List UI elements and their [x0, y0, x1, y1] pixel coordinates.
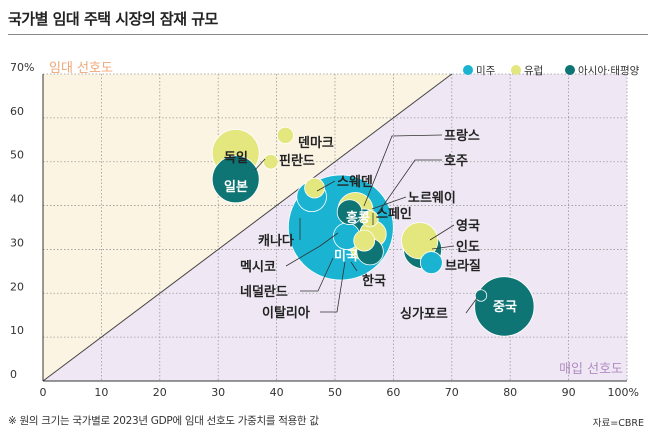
y-tick-label: 70% — [10, 61, 34, 74]
label-leader-line — [350, 261, 358, 272]
y-tick-label: 60 — [10, 105, 24, 118]
point-label: 독일 — [224, 151, 248, 166]
label-leader-line — [371, 196, 407, 210]
y-tick-label: 40 — [10, 193, 24, 206]
bubble — [304, 177, 325, 199]
label-leader-line — [465, 297, 478, 314]
label-leader-line — [285, 232, 339, 267]
y-tick-label: 50 — [10, 149, 24, 162]
label-leader-line — [431, 245, 455, 250]
label-leader-line — [429, 224, 455, 241]
footnote: ※ 원의 크기는 국가별로 2023년 GDP에 임대 선호도 가중치를 적용한… — [8, 415, 319, 427]
legend-swatch — [511, 65, 521, 75]
x-tick-label: 60 — [386, 386, 400, 399]
point-label: 스웨덴 — [337, 174, 373, 190]
x-tick-label: 10 — [94, 386, 108, 399]
bubble — [353, 229, 376, 252]
label-leader-line — [320, 261, 346, 313]
point-label: 캐나다 — [258, 233, 294, 249]
legend-label: 아시아·태평양 — [578, 65, 640, 77]
x-tick-label: 0 — [40, 386, 47, 399]
x-tick-label: 40 — [270, 386, 284, 399]
purchase-zone-label: 매입 선호도 — [559, 362, 623, 377]
y-tick-label: 20 — [10, 280, 24, 293]
preference-diagonal — [42, 73, 453, 382]
point-label: 미국 — [334, 248, 358, 264]
y-tick-label: 30 — [10, 236, 24, 249]
point-label: 이탈리아 — [262, 305, 310, 321]
point-label: 프랑스 — [444, 129, 480, 144]
point-label: 멕시코 — [240, 259, 276, 275]
source-credit: 자료=CBRE — [592, 418, 644, 429]
bubble — [474, 276, 535, 337]
x-tick-label: 20 — [153, 386, 167, 399]
x-tick-label: 70 — [445, 386, 459, 399]
x-tick-label: 100% — [608, 386, 639, 399]
label-leader-line — [254, 158, 266, 171]
bubble-chart: 0 10 20 30 40 50 60 70 80 90 100%010203040506070% … — [10, 61, 640, 399]
bubble — [276, 126, 294, 144]
legend-swatch — [565, 65, 575, 75]
bubble — [419, 251, 443, 274]
label-leader-line — [316, 180, 336, 192]
y-tick-label: 10 — [10, 324, 24, 337]
point-label: 스페인 — [376, 206, 412, 222]
point-label: 노르웨이 — [408, 190, 456, 206]
point-label: 일본 — [224, 180, 248, 195]
x-tick-label: 90 — [562, 386, 576, 399]
bubble — [336, 199, 363, 225]
bubble — [474, 289, 488, 302]
label-leader-line — [363, 134, 443, 207]
rental-zone-label: 임대 선호도 — [49, 61, 113, 76]
point-label: 한국 — [362, 273, 386, 289]
label-leader-line — [377, 159, 442, 214]
bubble — [401, 222, 439, 260]
x-tick-label: 50 — [328, 386, 342, 399]
point-label: 덴마크 — [298, 135, 334, 151]
title-divider — [8, 34, 648, 35]
point-label: 인도 — [456, 239, 480, 255]
point-label: 호주 — [444, 154, 468, 169]
bubble — [211, 155, 260, 204]
point-label: 영국 — [456, 219, 480, 234]
bubble — [361, 210, 379, 228]
point-label: 중국 — [493, 300, 517, 315]
point-label: 핀란드 — [279, 153, 315, 169]
point-label: 홍콩 — [346, 210, 370, 226]
legend-swatch — [463, 65, 473, 75]
x-tick-label: 80 — [503, 386, 517, 399]
point-label: 싱가포르 — [400, 307, 448, 322]
y-tick-label: 0 — [10, 368, 17, 381]
bubble — [262, 153, 279, 170]
label-leader-line — [300, 257, 334, 292]
chart-title: 국가별 임대 주택 시장의 잠재 규모 — [8, 10, 218, 28]
legend-label: 미주 — [476, 65, 496, 77]
point-label: 브라질 — [445, 258, 481, 274]
point-label: 네덜란드 — [240, 284, 288, 300]
legend-label: 유럽 — [524, 64, 543, 77]
x-tick-label: 30 — [211, 386, 225, 399]
